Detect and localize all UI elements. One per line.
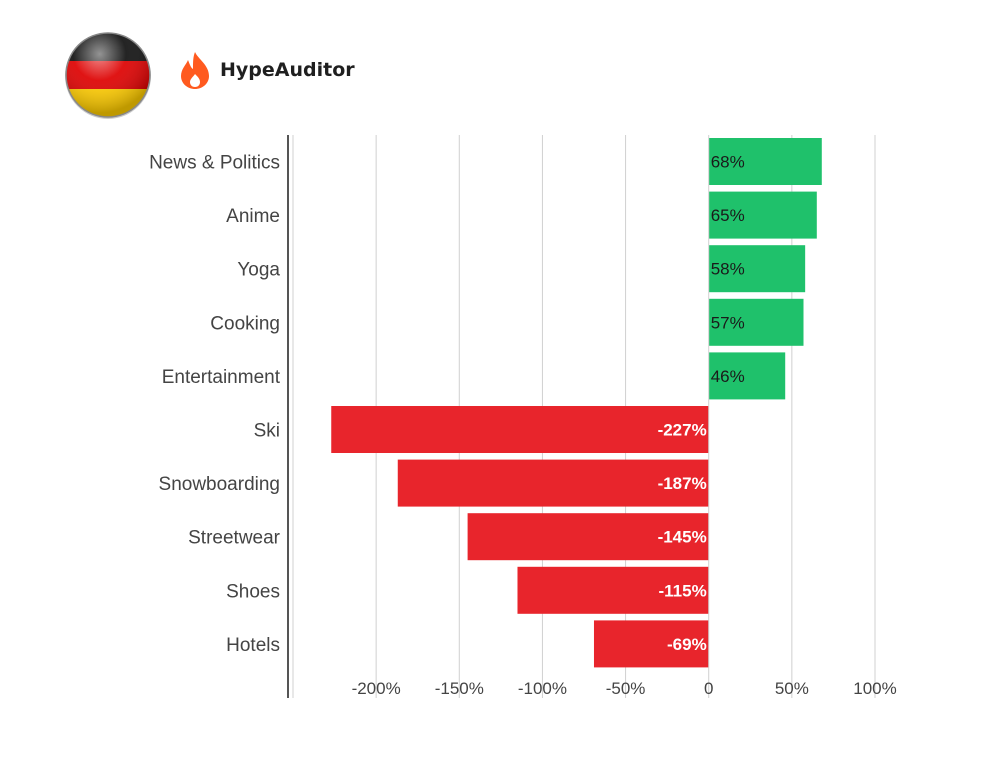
bar — [467, 513, 709, 561]
brand-name: HypeAuditor — [220, 59, 355, 81]
category-label: Yoga — [237, 260, 280, 281]
x-tick-label: 100% — [853, 679, 896, 698]
category-label: Ski — [254, 421, 280, 442]
category-label: News & Politics — [149, 153, 280, 174]
value-label: -145% — [658, 528, 707, 547]
bar — [708, 352, 786, 400]
x-tick-label: 50% — [775, 679, 809, 698]
bar — [397, 459, 709, 507]
value-label: -115% — [659, 581, 707, 600]
x-axis-tick-labels: -200% -150% -100% -50% 0 50% 100% — [352, 679, 897, 698]
bar — [331, 406, 709, 453]
header: HypeAuditor — [0, 0, 1000, 130]
category-label: Cooking — [210, 313, 280, 334]
category-label: Anime — [226, 206, 280, 227]
value-label: 57% — [711, 313, 745, 332]
x-tick-label: -50% — [606, 679, 646, 698]
category-label: Shoes — [226, 581, 280, 602]
category-labels: News & Politics Anime Yoga Cooking Entertain… — [149, 153, 281, 656]
value-label: -227% — [658, 421, 707, 440]
x-tick-label: -100% — [518, 679, 567, 698]
value-labels: 68% 65% 58% 57% 46% -227% -187% -145% -115% -69% — [658, 153, 745, 654]
bar — [708, 138, 822, 185]
bar — [593, 620, 709, 668]
category-label: Hotels — [226, 635, 280, 656]
bars — [331, 138, 822, 668]
value-label: -69% — [667, 635, 707, 654]
bar — [708, 298, 804, 346]
value-label: 58% — [711, 260, 745, 279]
bar — [708, 191, 817, 239]
category-label: Entertainment — [162, 367, 281, 388]
value-label: -187% — [658, 474, 707, 493]
category-label: Snowboarding — [159, 474, 280, 495]
value-label: 46% — [711, 367, 745, 386]
brand-logo: HypeAuditor — [178, 48, 355, 92]
bar — [708, 245, 806, 293]
x-tick-label: 0 — [704, 679, 713, 698]
bar — [517, 566, 709, 614]
x-tick-label: -200% — [352, 679, 401, 698]
flame-icon — [181, 52, 209, 89]
x-tick-label: -150% — [435, 679, 484, 698]
category-label: Streetwear — [188, 528, 281, 549]
value-label: 68% — [711, 153, 745, 172]
germany-flag-icon — [65, 32, 151, 119]
value-label: 65% — [711, 206, 745, 225]
